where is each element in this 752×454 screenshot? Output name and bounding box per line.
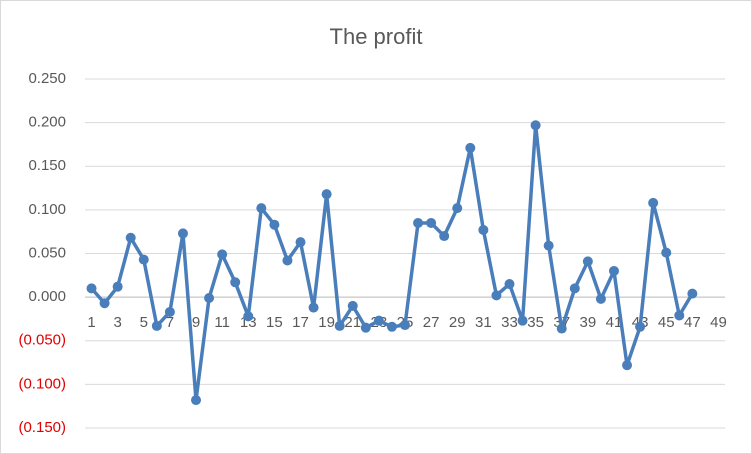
data-point — [413, 217, 424, 228]
data-point — [648, 197, 659, 208]
data-point — [595, 293, 606, 304]
y-tick-label: (0.050) — [18, 332, 66, 349]
data-point — [491, 290, 502, 301]
data-point — [400, 320, 410, 331]
data-point — [86, 283, 97, 294]
data-point — [112, 281, 123, 292]
data-point — [373, 315, 384, 326]
data-point — [138, 254, 149, 265]
data-point — [151, 320, 162, 331]
data-point — [504, 279, 515, 290]
x-tick-label: 11 — [214, 314, 230, 331]
x-tick-label: 17 — [292, 314, 309, 331]
x-tick-label: 15 — [266, 314, 283, 331]
chart-title: The profit — [330, 24, 423, 49]
data-point — [295, 237, 306, 248]
data-point — [569, 283, 580, 294]
data-point — [687, 288, 698, 299]
data-point — [217, 249, 228, 260]
y-tick-label: 0.000 — [28, 288, 66, 305]
x-tick-label: 47 — [684, 314, 701, 331]
data-point — [674, 310, 685, 321]
data-point — [191, 395, 202, 406]
data-point — [360, 322, 371, 333]
data-point — [439, 231, 450, 242]
data-point — [426, 217, 437, 228]
data-point — [556, 323, 567, 334]
data-point — [282, 255, 293, 266]
x-tick-label: 35 — [527, 314, 544, 331]
x-tick-label: 21 — [344, 314, 361, 331]
data-point — [164, 306, 175, 317]
data-point — [334, 320, 345, 331]
data-point — [204, 292, 215, 303]
y-tick-label: 0.100 — [28, 201, 66, 218]
x-tick-label: 3 — [113, 314, 121, 331]
x-tick-label: 5 — [140, 314, 148, 331]
x-tick-label: 27 — [423, 314, 440, 331]
x-tick-label: 31 — [475, 314, 492, 331]
x-tick-label: 41 — [606, 314, 623, 331]
y-tick-label: 0.200 — [28, 114, 66, 131]
data-point — [478, 224, 489, 235]
data-point — [308, 302, 319, 313]
x-tick-label: 19 — [318, 314, 335, 331]
data-point — [99, 298, 110, 309]
data-point — [661, 247, 672, 258]
data-point — [452, 203, 463, 214]
y-tick-label: (0.150) — [18, 419, 66, 436]
x-tick-label: 1 — [87, 314, 95, 331]
x-tick-label: 45 — [658, 314, 675, 331]
data-point — [243, 311, 254, 322]
data-point — [517, 315, 528, 326]
x-tick-label: 49 — [710, 314, 727, 331]
y-tick-label: 0.250 — [28, 70, 66, 87]
data-point — [125, 232, 136, 243]
data-point — [582, 256, 593, 267]
data-point — [465, 142, 476, 153]
y-tick-label: 0.150 — [28, 157, 66, 174]
data-point — [543, 240, 554, 251]
data-point — [622, 360, 633, 371]
data-point — [230, 277, 241, 288]
data-point — [530, 120, 541, 131]
data-point — [608, 265, 619, 276]
x-tick-label: 39 — [580, 314, 597, 331]
y-tick-label: (0.100) — [18, 375, 66, 392]
data-point — [635, 321, 646, 332]
data-point — [269, 219, 280, 230]
data-point — [177, 228, 188, 239]
data-point — [321, 189, 332, 200]
x-tick-label: 29 — [449, 314, 466, 331]
data-point — [256, 203, 267, 214]
x-tick-label: 9 — [192, 314, 200, 331]
y-tick-label: 0.050 — [28, 244, 66, 261]
x-tick-label: 33 — [501, 314, 518, 331]
x-tick-label: 7 — [166, 314, 174, 331]
data-point — [347, 300, 358, 311]
data-point — [386, 321, 397, 332]
